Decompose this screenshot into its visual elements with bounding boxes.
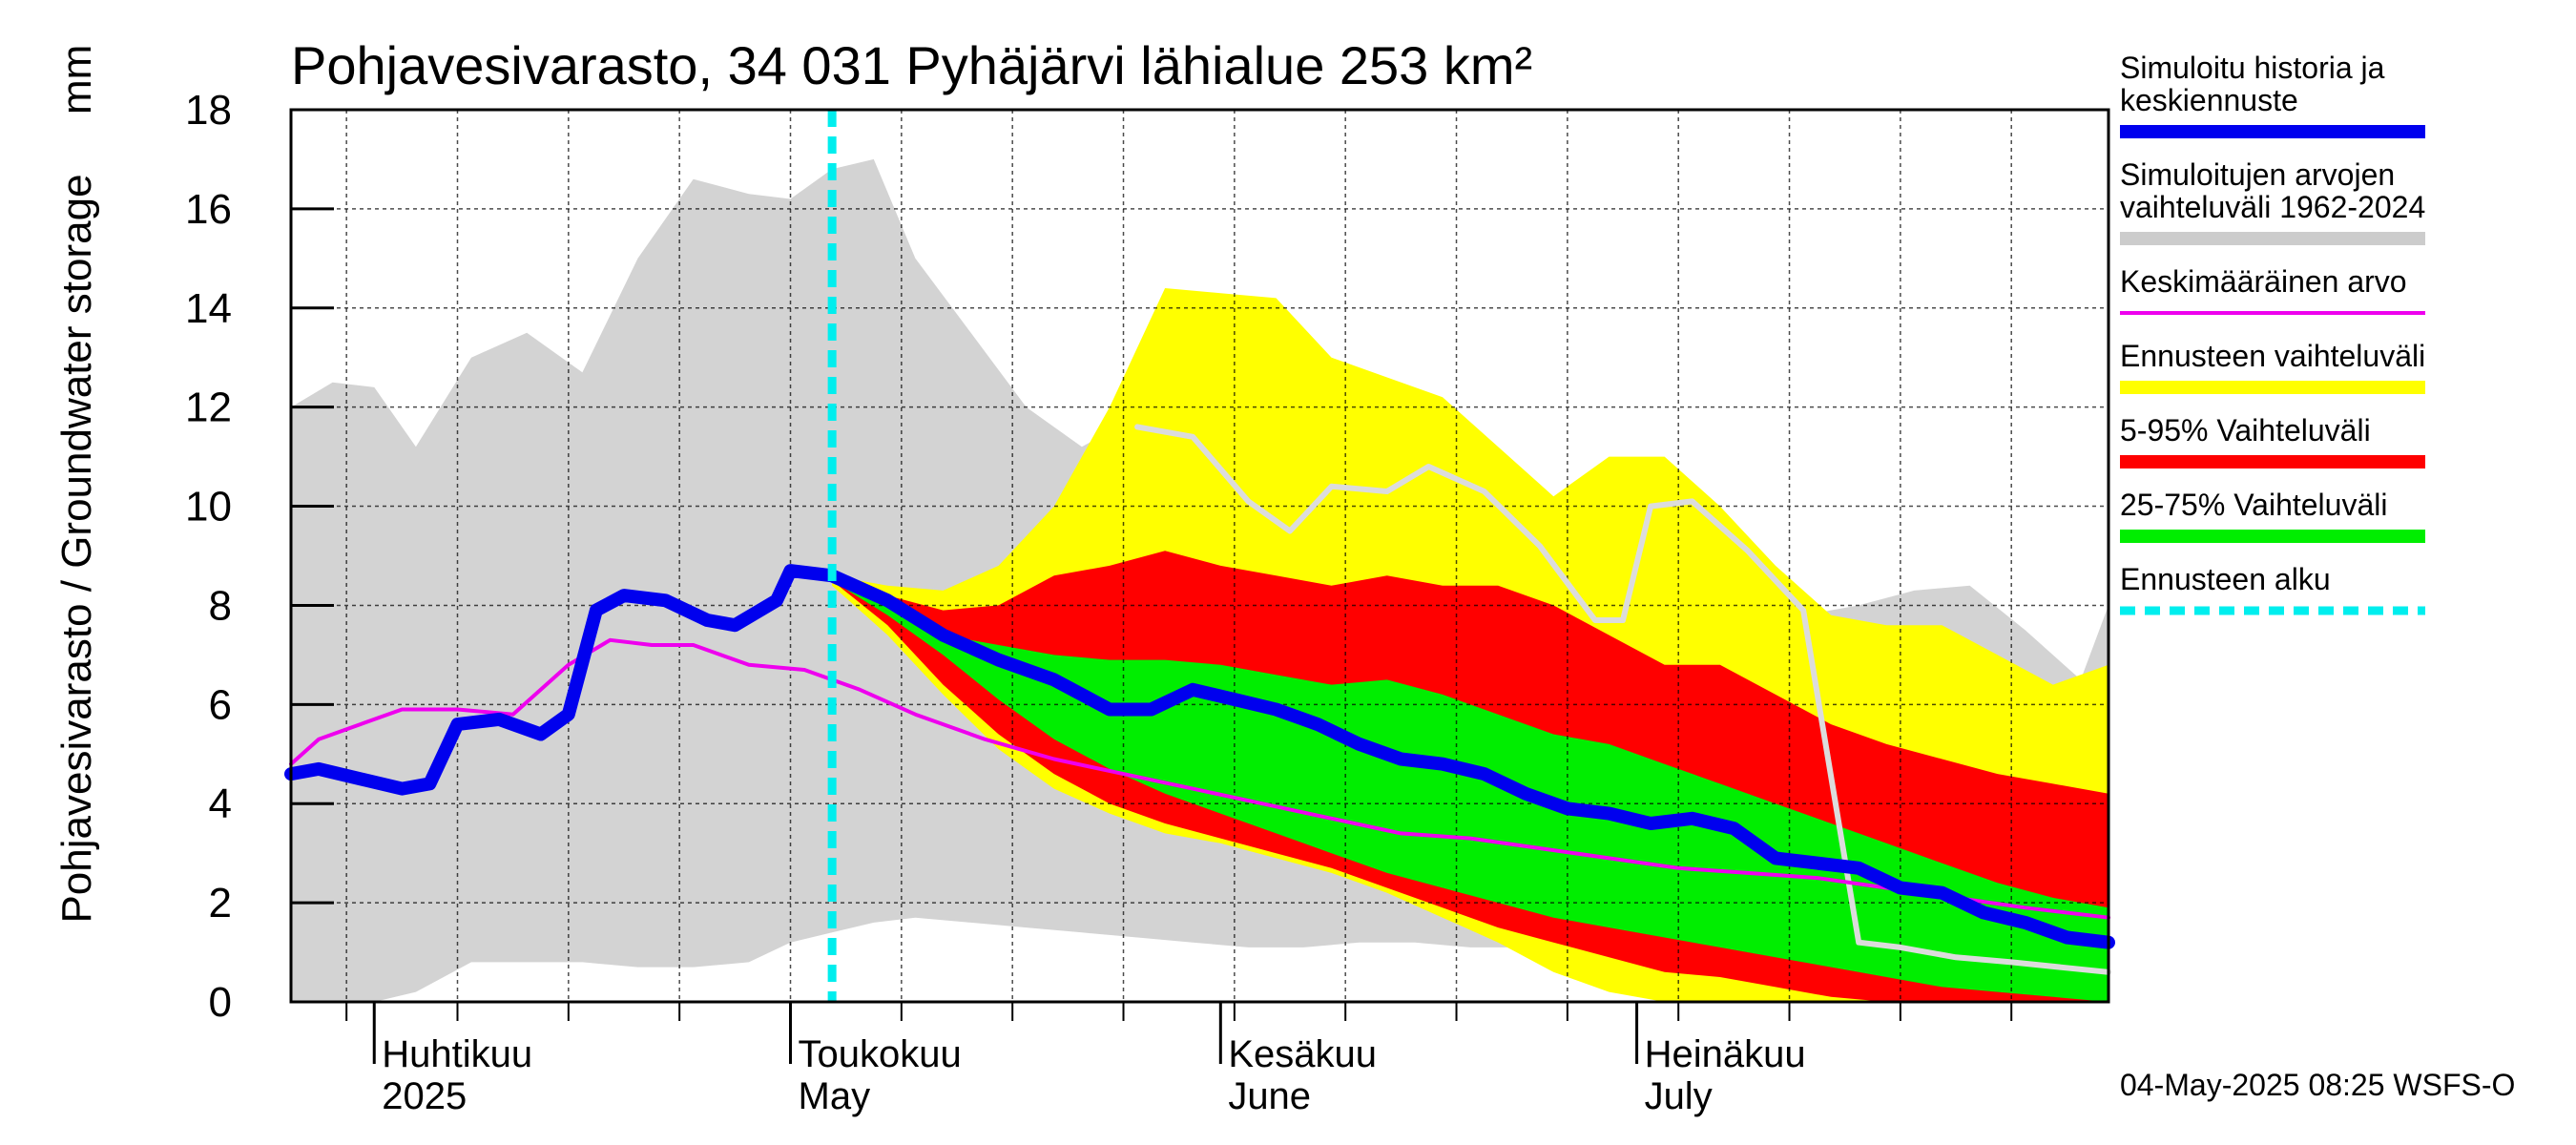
y-tick-label-18: 18 — [185, 87, 232, 134]
footer-timestamp: 04-May-2025 08:25 WSFS-O — [2120, 1068, 2515, 1102]
y-tick-label-4: 4 — [209, 781, 232, 827]
legend-label-forecast_range: Ennusteen vaihteluväli — [2120, 339, 2425, 373]
y-tick-label-0: 0 — [209, 979, 232, 1026]
series-lines — [284, 110, 2115, 1002]
y-tick-label-8: 8 — [209, 582, 232, 629]
grid-lines — [291, 110, 2109, 1002]
x-month-sublabel: July — [1645, 1075, 1713, 1117]
y-tick-label-12: 12 — [185, 385, 232, 431]
x-month-label: Kesäkuu — [1228, 1033, 1377, 1075]
y-tick-label-2: 2 — [209, 880, 232, 926]
x-month-sublabel: 2025 — [382, 1075, 467, 1117]
legend-label-p5_95: 5-95% Vaihteluväli — [2120, 413, 2371, 448]
legend-label-range_hist: Simuloitujen arvojen — [2120, 157, 2395, 192]
x-month-label: Toukokuu — [799, 1033, 962, 1075]
y-axis-label: Pohjavesivarasto / Groundwater storage — [53, 174, 100, 923]
y-tick-label-10: 10 — [185, 484, 232, 531]
x-month-sublabel: June — [1228, 1075, 1311, 1117]
x-month-sublabel: May — [799, 1075, 871, 1117]
series-gray-line — [1134, 424, 2111, 975]
plot-frame — [289, 108, 2110, 1004]
legend-label-forecast_start: Ennusteen alku — [2120, 562, 2331, 596]
band-25-75 — [832, 575, 2109, 1002]
x-month-label: Heinäkuu — [1645, 1033, 1806, 1075]
legend-label-range_hist: vaihteluväli 1962-2024 — [2120, 190, 2425, 224]
y-tick-label-16: 16 — [185, 186, 232, 233]
series-history-forecast-line — [284, 564, 2115, 949]
y-tick-label-14: 14 — [185, 285, 232, 332]
x-month-label: Huhtikuu — [382, 1033, 532, 1075]
y-tick-label-6: 6 — [209, 681, 232, 728]
y-axis-unit: mm — [53, 45, 100, 114]
legend-label-mean: Keskimääräinen arvo — [2120, 264, 2407, 299]
legend-label-history: keskiennuste — [2120, 83, 2298, 117]
chart-title: Pohjavesivarasto, 34 031 Pyhäjärvi lähia… — [291, 35, 1532, 95]
legend-label-p25_75: 25-75% Vaihteluväli — [2120, 488, 2387, 522]
series-mean-line — [289, 637, 2110, 920]
legend-label-history: Simuloitu historia ja — [2120, 51, 2385, 85]
